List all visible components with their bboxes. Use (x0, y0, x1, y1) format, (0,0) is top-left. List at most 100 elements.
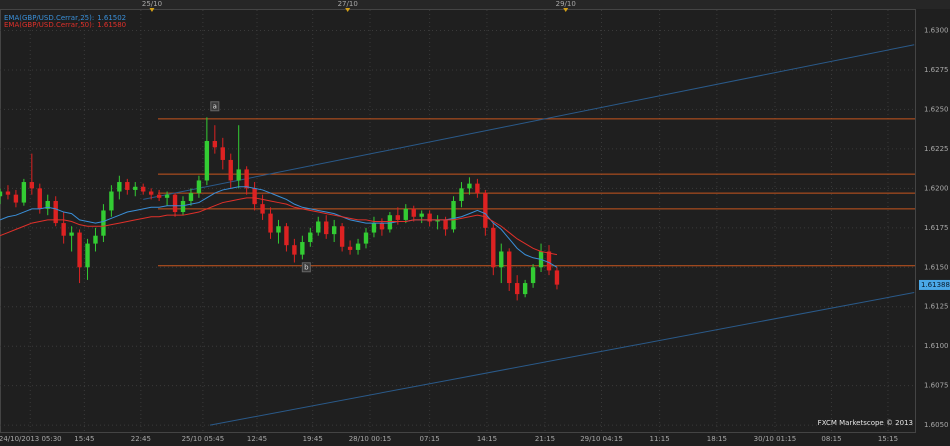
trend-line (143, 44, 915, 200)
candle-body (276, 226, 281, 233)
last-price-box (919, 279, 950, 290)
y-tick-label: 1.6275 (924, 66, 949, 74)
legend-name: EMA(GBP/USD.Cerrar,50): (4, 21, 94, 29)
x-tick-label: 29/10 04:15 (580, 435, 623, 443)
candle-body (93, 235, 98, 244)
x-tick-label: 22:45 (131, 435, 151, 443)
candle-body (499, 251, 504, 268)
x-tick-label: 25/10 05:45 (182, 435, 225, 443)
y-tick-label: 1.6050 (924, 421, 949, 429)
candle-body (260, 204, 265, 214)
date-marker (563, 8, 569, 12)
date-marker (345, 8, 351, 12)
candle-body (244, 169, 249, 189)
candle-body (148, 191, 154, 195)
y-tick-label: 1.6300 (924, 27, 949, 35)
candle-body (419, 213, 424, 217)
legend-entry: EMA(GBP/USD.Cerrar,50): 1.61580 (4, 21, 126, 29)
candle-body (514, 283, 520, 295)
date-label: 25/10 (142, 0, 162, 8)
candle-body (292, 245, 297, 255)
candle-body (443, 219, 448, 230)
candle-body (379, 223, 385, 230)
trend-line (209, 292, 915, 426)
y-tick-label: 1.6225 (924, 145, 949, 153)
candle-body (109, 191, 114, 211)
x-tick-label: 11:15 (650, 435, 670, 443)
watermark: FXCM Marketscope © 2013 (818, 419, 913, 427)
x-tick-label: 08:15 (821, 435, 841, 443)
candle-body (507, 251, 512, 284)
candle-body (212, 141, 218, 148)
legend-value: 1.61502 (97, 14, 126, 22)
candle-body (236, 169, 241, 181)
candle-body (172, 194, 178, 213)
candle-body (180, 200, 186, 213)
candle-body (45, 200, 50, 209)
x-tick-label: 14:15 (477, 435, 497, 443)
ema-line (0, 197, 558, 256)
candle-body (355, 243, 361, 250)
date-marker (149, 8, 155, 12)
candle-body (0, 191, 3, 197)
candle-body (156, 194, 162, 198)
candle-body (459, 188, 464, 201)
candle-body (196, 180, 202, 194)
candle-body (371, 223, 377, 233)
candle-body (347, 246, 353, 250)
candle-body (300, 242, 305, 255)
last-price: 1.61388 (921, 281, 950, 289)
annotation-box (301, 262, 311, 273)
candle-body (451, 200, 456, 230)
candle-body (522, 283, 528, 295)
candle-body (53, 200, 58, 224)
candle-body (316, 221, 321, 233)
annotation: b (304, 263, 309, 271)
candle-body (483, 193, 488, 228)
candle-body (101, 210, 106, 236)
y-tick-label: 1.6150 (924, 263, 949, 271)
annotation: a (213, 102, 217, 110)
y-tick-label: 1.6200 (924, 184, 949, 192)
candle-body (324, 221, 329, 235)
candle-body (5, 191, 11, 195)
candle-body (69, 232, 74, 236)
date-label: 29/10 (556, 0, 576, 8)
candle-body (403, 208, 408, 220)
candle-body (85, 243, 90, 268)
candle-body (387, 215, 393, 230)
candle-body (467, 183, 472, 189)
ema-line (0, 186, 558, 268)
candle-body (284, 226, 289, 246)
candle-body (21, 182, 27, 203)
date-strip (0, 0, 950, 9)
legend-entry: EMA(GBP/USD.Cerrar,25): 1.61502 (4, 14, 126, 22)
candle-body (204, 141, 210, 181)
x-tick-label: 19:45 (303, 435, 323, 443)
date-label: 27/10 (338, 0, 358, 8)
y-tick-label: 1.6100 (924, 342, 949, 350)
candle-body (491, 227, 496, 268)
y-tick-label: 1.6075 (924, 382, 949, 390)
y-tick-label: 1.6175 (924, 224, 949, 232)
legend-name: EMA(GBP/USD.Cerrar,25): (4, 14, 94, 22)
x-tick-label: 12:45 (247, 435, 267, 443)
candle-body (228, 159, 233, 181)
candle-body (268, 213, 273, 233)
candle-body (188, 193, 194, 201)
candle-body (363, 232, 369, 244)
candle-body (546, 251, 552, 271)
candle-body (164, 194, 170, 198)
candle-body (141, 186, 146, 192)
candle-body (554, 270, 560, 285)
candle-body (435, 219, 440, 222)
candle-body (37, 188, 42, 209)
candle-body (133, 186, 138, 190)
candle-body (29, 182, 35, 189)
candle-body (220, 147, 225, 160)
candle-body (395, 215, 401, 220)
